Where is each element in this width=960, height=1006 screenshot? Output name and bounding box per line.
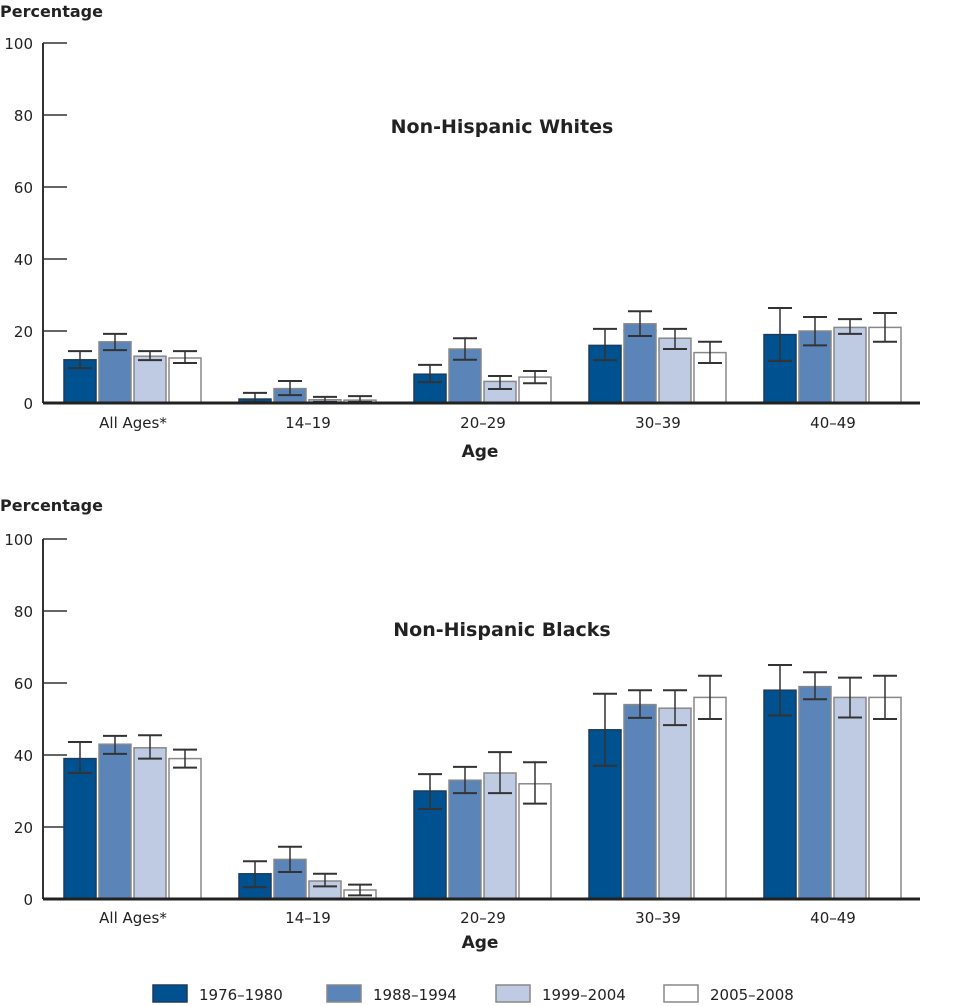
- bar: [833, 326, 867, 404]
- legend-swatch: [663, 984, 699, 1003]
- bar: [833, 696, 867, 900]
- bar: [168, 357, 202, 404]
- legend-item: 1988–1994: [326, 984, 457, 1004]
- x-tick-label: 14–19: [285, 909, 331, 927]
- y-tick-label: 20: [14, 819, 33, 837]
- x-tick-label: All Ages*: [99, 414, 167, 432]
- y-tick-label: 0: [23, 891, 33, 909]
- legend-label: 2005–2008: [710, 986, 794, 1004]
- bar: [133, 747, 167, 900]
- y-axis-label: Percentage: [0, 2, 103, 21]
- bar: [63, 757, 97, 900]
- legend-swatch: [326, 984, 362, 1003]
- y-tick-label: 100: [4, 531, 33, 549]
- y-tick-label: 80: [14, 107, 33, 125]
- chart-title: Non-Hispanic Blacks: [393, 619, 610, 641]
- y-tick-label: 80: [14, 603, 33, 621]
- x-tick-label: All Ages*: [99, 909, 167, 927]
- x-axis-label: Age: [462, 933, 499, 953]
- legend-swatch: [495, 984, 531, 1003]
- legend-label: 1988–1994: [373, 986, 457, 1004]
- x-tick-label: 40–49: [810, 414, 856, 432]
- legend-label: 1999–2004: [542, 986, 626, 1004]
- bar: [168, 757, 202, 900]
- bar: [798, 685, 832, 900]
- y-tick-label: 20: [14, 323, 33, 341]
- bar: [98, 743, 132, 900]
- y-tick-label: 60: [14, 675, 33, 693]
- legend-item: 1999–2004: [495, 984, 626, 1004]
- legend: 1976–1980 1988–1994 1999–2004 2005–2008: [152, 984, 794, 1004]
- bar: [868, 696, 902, 900]
- y-axis-label: Percentage: [0, 496, 103, 515]
- chart-panel-0: Percentage Non-Hispanic Whites 0 20 40 60 80 10…: [0, 2, 920, 462]
- bar: [763, 689, 797, 900]
- legend-label: 1976–1980: [199, 986, 283, 1004]
- chart-title: Non-Hispanic Whites: [391, 116, 614, 138]
- bar: [658, 707, 692, 900]
- legend-swatch: [152, 984, 188, 1003]
- y-tick-label: 100: [4, 35, 33, 53]
- x-tick-label: 40–49: [810, 909, 856, 927]
- y-tick-label: 0: [23, 395, 33, 413]
- chart-panel-1: Percentage Non-Hispanic Blacks 0 20 40 60 80 10…: [0, 496, 920, 953]
- y-tick-label: 60: [14, 179, 33, 197]
- bar: [133, 355, 167, 404]
- x-tick-label: 14–19: [285, 414, 331, 432]
- legend-item: 2005–2008: [663, 984, 794, 1004]
- x-tick-label: 30–39: [635, 414, 681, 432]
- bar: [448, 779, 482, 900]
- x-tick-label: 20–29: [460, 414, 506, 432]
- y-tick-label: 40: [14, 747, 33, 765]
- bar: [693, 696, 727, 900]
- x-axis-label: Age: [462, 442, 499, 462]
- bar: [623, 703, 657, 900]
- legend-item: 1976–1980: [152, 984, 283, 1004]
- y-tick-label: 40: [14, 251, 33, 269]
- x-tick-label: 20–29: [460, 909, 506, 927]
- x-tick-label: 30–39: [635, 909, 681, 927]
